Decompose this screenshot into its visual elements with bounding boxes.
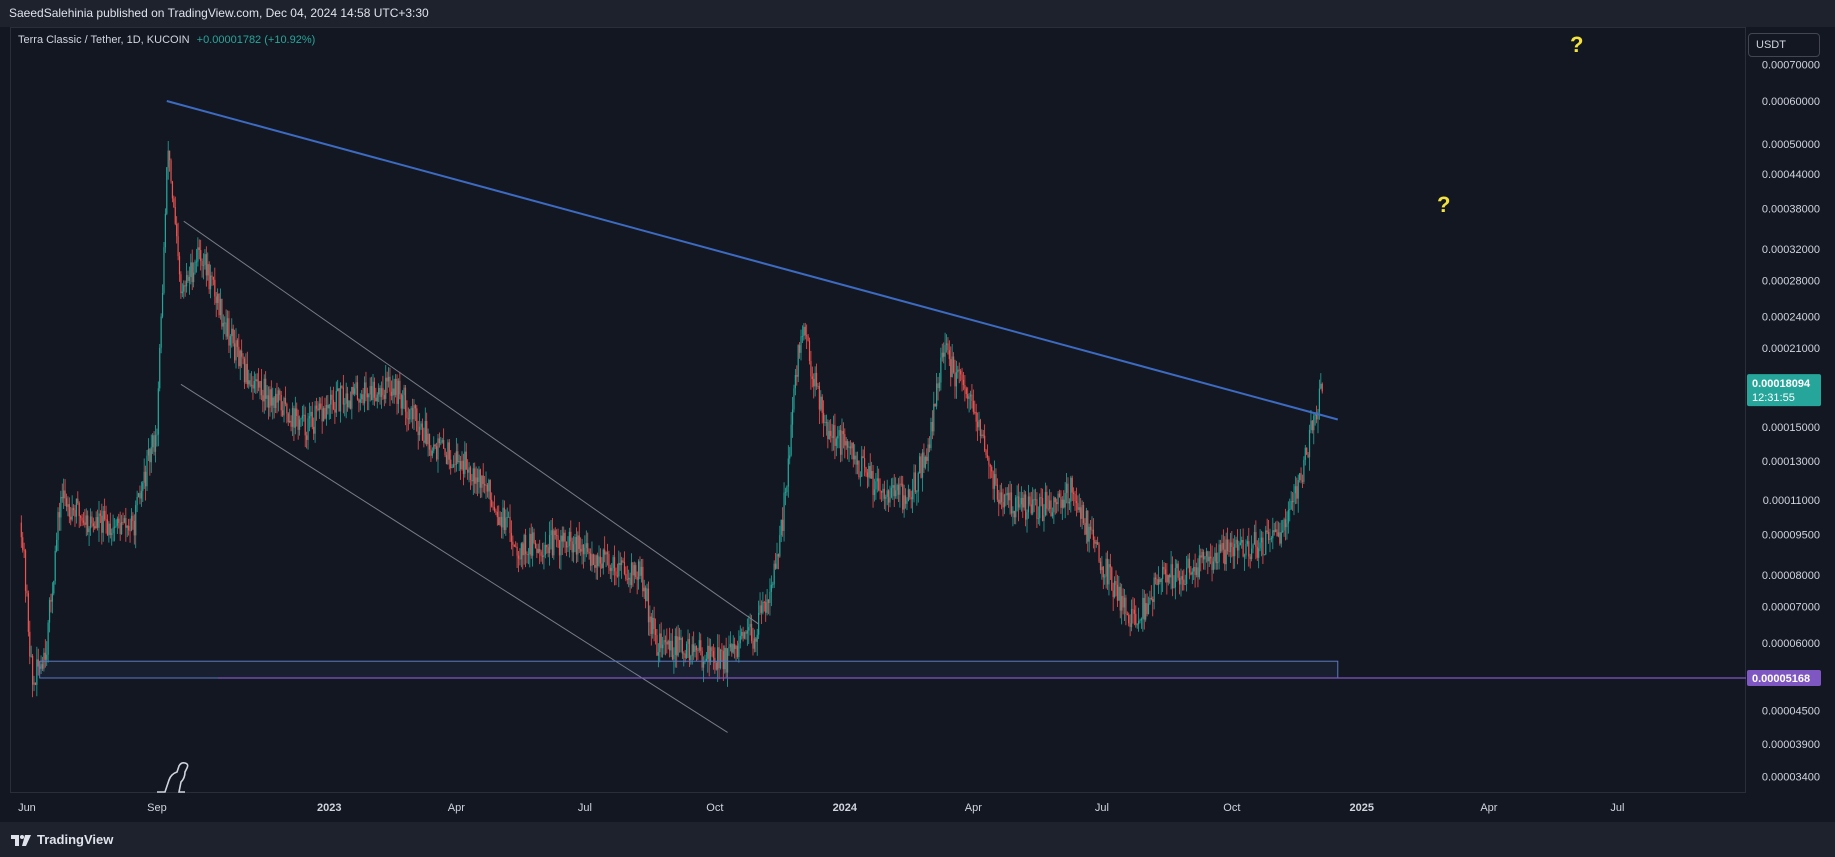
price-tick-label: 0.00044000 bbox=[1762, 169, 1820, 181]
symbol-title: Terra Classic / Tether, 1D, KUCOIN bbox=[18, 34, 190, 46]
time-tick-label: Apr bbox=[965, 802, 982, 814]
tradingview-logo-icon bbox=[11, 834, 31, 846]
price-tick-label: 0.00009500 bbox=[1762, 530, 1820, 542]
price-tick-label: 0.00013000 bbox=[1762, 456, 1820, 468]
footer-brand: TradingView bbox=[37, 832, 114, 847]
level-label: 0.00005168 bbox=[1752, 673, 1810, 685]
price-change: +0.00001782 (+10.92%) bbox=[196, 34, 316, 46]
price-tick-label: 0.00015000 bbox=[1762, 422, 1820, 434]
question-annotation-1: ? bbox=[1570, 32, 1584, 57]
footer-bar: TradingView bbox=[0, 822, 1835, 857]
last-price-label: 0.00018094 bbox=[1752, 378, 1811, 390]
price-tick-label: 0.00060000 bbox=[1762, 96, 1820, 108]
time-tick-label: 2025 bbox=[1350, 802, 1374, 814]
time-tick-label: Apr bbox=[448, 802, 465, 814]
time-tick-label: Jun bbox=[18, 802, 36, 814]
chart-pane[interactable] bbox=[10, 27, 1746, 793]
price-tick-label: 0.00070000 bbox=[1762, 60, 1820, 72]
time-tick-label: Jul bbox=[1610, 802, 1624, 814]
last-price-badge bbox=[1747, 374, 1821, 407]
price-tick-label: 0.00003400 bbox=[1762, 772, 1820, 784]
level-badge bbox=[1747, 670, 1821, 686]
price-tick-label: 0.00011000 bbox=[1763, 495, 1820, 507]
time-tick-label: Jul bbox=[578, 802, 592, 814]
price-tick-label: 0.00003900 bbox=[1762, 739, 1820, 751]
price-tick-label: 0.00032000 bbox=[1762, 244, 1820, 256]
price-tick-label: 0.00038000 bbox=[1762, 203, 1820, 215]
time-tick-label: Jul bbox=[1095, 802, 1109, 814]
question-annotation-2: ? bbox=[1437, 192, 1451, 217]
symbol-legend: Terra Classic / Tether, 1D, KUCOIN +0.00… bbox=[18, 34, 315, 46]
currency-selector[interactable]: USDT bbox=[1748, 33, 1820, 57]
time-tick-label: Oct bbox=[706, 802, 723, 814]
price-tick-label: 0.00050000 bbox=[1762, 139, 1820, 151]
price-tick-label: 0.00021000 bbox=[1762, 343, 1820, 355]
time-tick-label: Apr bbox=[1480, 802, 1497, 814]
countdown-label: 12:31:55 bbox=[1752, 392, 1795, 404]
price-tick-label: 0.00006000 bbox=[1762, 638, 1820, 650]
price-tick-label: 0.00008000 bbox=[1762, 570, 1820, 582]
price-axis: 0.00070000 0.00060000 0.00050000 0.00044000… bbox=[1747, 60, 1821, 784]
publisher-bar: SaeedSalehinia published on TradingView.… bbox=[0, 0, 1835, 27]
price-tick-label: 0.00024000 bbox=[1762, 312, 1820, 324]
time-axis: Jun Sep 2023 Apr Jul Oct 2024 Apr Jul Oct 2025 Apr J… bbox=[18, 802, 1624, 814]
time-tick-label: 2023 bbox=[317, 802, 341, 814]
published-line: SaeedSalehinia published on TradingView.… bbox=[9, 6, 429, 20]
price-tick-label: 0.00028000 bbox=[1762, 275, 1820, 287]
time-tick-label: Sep bbox=[147, 802, 167, 814]
price-tick-label: 0.00007000 bbox=[1762, 602, 1820, 614]
time-tick-label: Oct bbox=[1223, 802, 1240, 814]
price-tick-label: 0.00004500 bbox=[1762, 706, 1820, 718]
time-tick-label: 2024 bbox=[833, 802, 858, 814]
